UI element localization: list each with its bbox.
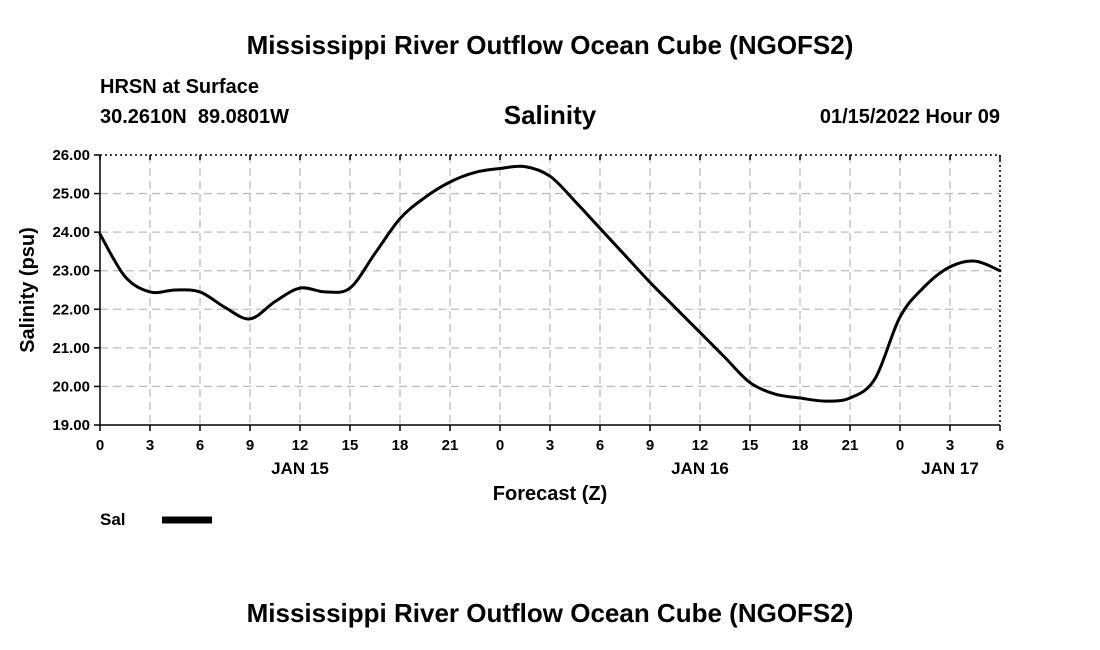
y-tick-label-1: 20.00 [52,378,90,395]
x-tick-label-17: 3 [946,437,954,454]
x-tick-label-15: 21 [842,437,859,454]
x-tick-label-3: 9 [246,437,254,454]
x-tick-label-9: 3 [546,437,554,454]
x-tick-label-14: 18 [792,437,809,454]
x-tick-label-16: 0 [896,437,904,454]
y-tick-label-6: 25.00 [52,186,90,203]
page-title: Mississippi River Outflow Ocean Cube (NG… [246,30,854,60]
chart-ticks: 19.00 20.00 21.00 22.00 23.00 24.00 25.00 26.00… [52,147,1004,478]
day-label-0: JAN 15 [271,459,329,478]
y-tick-label-5: 24.00 [52,224,90,241]
footer-title: Mississippi River Outflow Ocean Cube (NG… [246,598,854,628]
y-tick-label-0: 19.00 [52,417,90,434]
chart-grid [100,155,1000,425]
day-label-1: JAN 16 [671,459,729,478]
x-tick-label-1: 3 [146,437,154,454]
x-tick-label-4: 12 [292,437,309,454]
y-tick-label-7: 26.00 [52,147,90,164]
y-tick-label-3: 22.00 [52,301,90,318]
legend: Sal [100,510,212,529]
x-tick-label-6: 18 [392,437,409,454]
timestamp-label: 01/15/2022 Hour 09 [819,106,1000,128]
day-label-2: JAN 17 [921,459,979,478]
y-tick-label-4: 23.00 [52,263,90,280]
y-tick-label-2: 21.00 [52,340,90,357]
series-line-sal [98,164,1002,403]
legend-label-sal: Sal [100,510,126,529]
x-axis-label: Forecast (Z) [493,483,607,505]
station-label: HRSN at Surface [100,76,259,98]
x-tick-label-8: 0 [496,437,504,454]
y-axis-label: Salinity (psu) [17,227,39,353]
x-tick-label-5: 15 [342,437,359,454]
chart-title: Salinity [504,100,597,130]
x-tick-label-13: 15 [742,437,759,454]
coordinates-label: 30.2610N 89.0801W [100,106,290,128]
x-tick-label-2: 6 [196,437,204,454]
x-tick-label-11: 9 [646,437,654,454]
x-tick-label-10: 6 [596,437,604,454]
x-tick-label-12: 12 [692,437,709,454]
x-tick-label-18: 6 [996,437,1004,454]
x-tick-label-0: 0 [96,437,104,454]
x-tick-label-7: 21 [442,437,459,454]
